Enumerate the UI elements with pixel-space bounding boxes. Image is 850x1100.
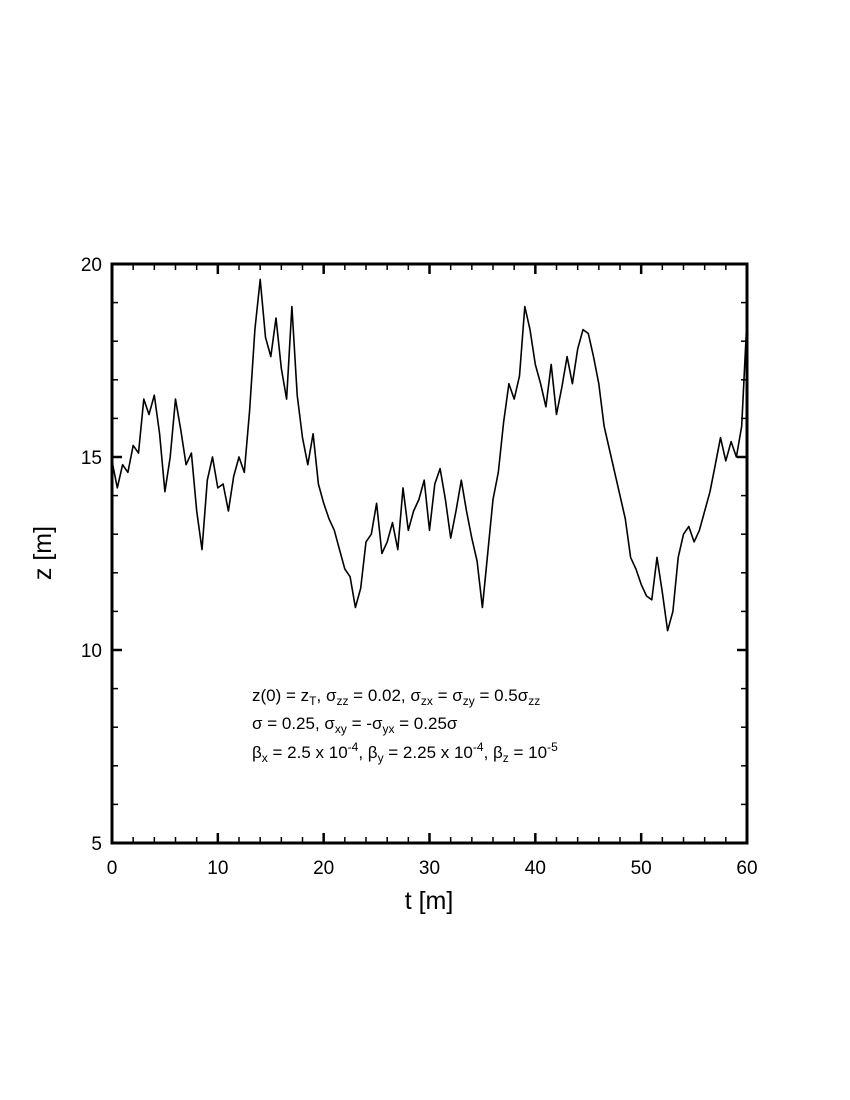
y-tick-label: 20 — [81, 255, 102, 276]
x-axis-title: t [m] — [405, 887, 454, 915]
y-tick-label: 10 — [81, 641, 102, 662]
y-tick-label: 5 — [91, 834, 102, 855]
x-tick-label: 20 — [313, 858, 334, 879]
plot-frame — [110, 262, 749, 845]
annotation-line-1: z(0) = zT, σzz = 0.02, σzx = σzy = 0.5σz… — [252, 686, 540, 708]
annotation-block: z(0) = zT, σzz = 0.02, σzx = σzy = 0.5σz… — [252, 686, 558, 765]
x-tick-label: 50 — [631, 858, 652, 879]
annotation-line-2: σ = 0.25, σxy = -σyx = 0.25σ — [252, 714, 458, 736]
y-axis-title: z [m] — [29, 526, 57, 580]
series-line — [111, 278, 748, 632]
x-tick-label: 0 — [107, 858, 118, 879]
x-tick-label: 40 — [525, 858, 546, 879]
x-tick-label: 60 — [736, 858, 757, 879]
x-tick-label: 30 — [419, 858, 440, 879]
annotation-line-3: βx = 2.5 x 10-4, βy = 2.25 x 10-4, βz = … — [252, 740, 558, 765]
axis-tick-labels: 0 10 20 30 40 50 60 5 10 15 20 — [81, 255, 758, 879]
y-tick-label: 15 — [81, 448, 102, 469]
x-tick-label: 10 — [207, 858, 228, 879]
